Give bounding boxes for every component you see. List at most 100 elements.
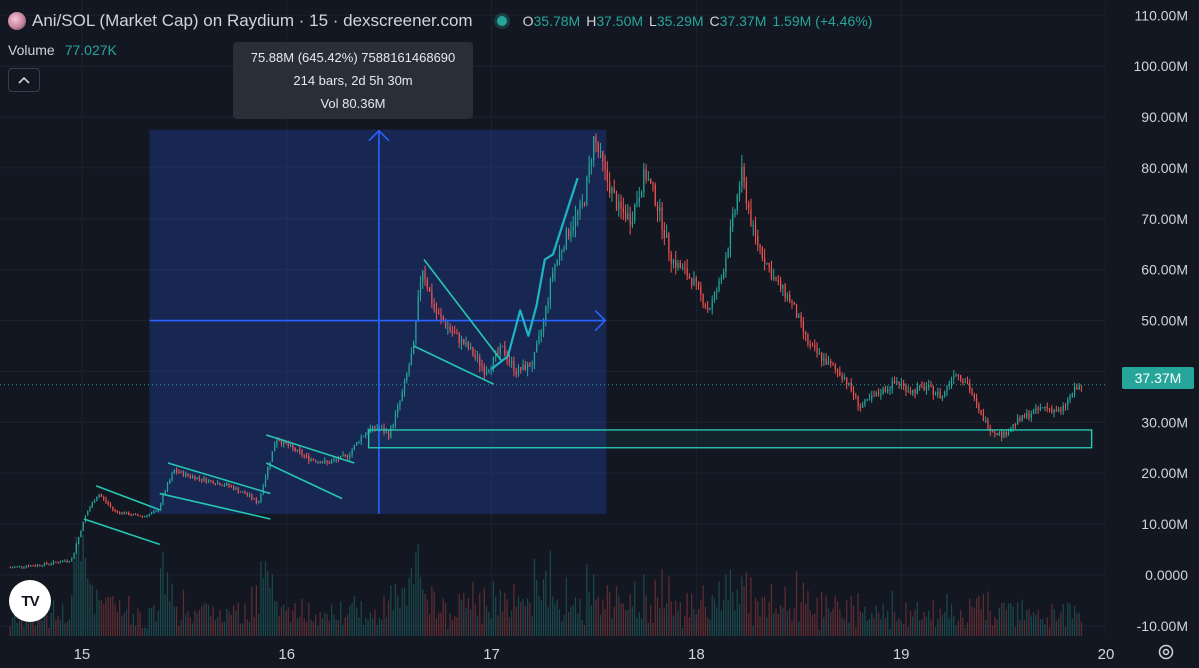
flag1-lower-line[interactable] bbox=[83, 518, 161, 546]
candle-body bbox=[900, 383, 902, 385]
candle-body bbox=[531, 365, 533, 367]
candle-body bbox=[709, 309, 711, 311]
candle-body bbox=[14, 566, 16, 568]
flag2-upper-line[interactable] bbox=[167, 462, 271, 495]
candle-body bbox=[333, 459, 335, 461]
volume-bar bbox=[21, 606, 23, 636]
candle-body bbox=[805, 332, 807, 335]
candle-body bbox=[852, 390, 855, 396]
volume-bar bbox=[577, 613, 579, 636]
candle-body bbox=[711, 299, 713, 310]
candle-body bbox=[116, 511, 118, 513]
volume-bar bbox=[444, 602, 447, 636]
flag1-upper-line[interactable] bbox=[95, 485, 161, 511]
candle-body bbox=[169, 480, 171, 484]
candle-body bbox=[893, 381, 896, 384]
volume-bar bbox=[305, 621, 308, 636]
candle-body bbox=[779, 280, 782, 289]
candle-body bbox=[449, 327, 451, 331]
volume-bar bbox=[709, 619, 711, 636]
volume-bar bbox=[385, 616, 387, 636]
volume-bar bbox=[661, 569, 663, 636]
candle-body bbox=[631, 220, 634, 225]
volume-bar bbox=[103, 603, 105, 636]
volume-bar bbox=[239, 623, 242, 636]
volume-bar bbox=[627, 610, 629, 636]
volume-bar bbox=[745, 572, 748, 636]
candle-body bbox=[855, 395, 857, 397]
wedge-upper-line[interactable] bbox=[423, 259, 503, 362]
volume-bar bbox=[957, 620, 959, 636]
flag3-lower-line[interactable] bbox=[265, 462, 343, 500]
candle-body bbox=[946, 385, 948, 393]
volume-bar bbox=[966, 622, 969, 636]
candle-body bbox=[349, 454, 351, 458]
volume-bar bbox=[460, 600, 463, 636]
candle-body bbox=[944, 392, 946, 396]
volume-bar bbox=[672, 615, 675, 636]
x-tick-label: 19 bbox=[893, 646, 910, 663]
candle-body bbox=[340, 455, 342, 460]
volume-bar bbox=[39, 618, 41, 636]
candle-body bbox=[570, 230, 572, 237]
collapse-legend-button[interactable] bbox=[8, 68, 40, 92]
volume-bar bbox=[442, 598, 444, 636]
volume-bar bbox=[406, 605, 408, 636]
volume-bar bbox=[456, 617, 458, 636]
candle-body bbox=[1001, 431, 1003, 437]
price-axis[interactable] bbox=[1106, 0, 1199, 668]
candle-body bbox=[964, 382, 966, 384]
candle-body bbox=[675, 260, 677, 268]
candle-body bbox=[716, 290, 718, 293]
candle-body bbox=[424, 270, 426, 280]
candle-body bbox=[401, 391, 403, 401]
candle-body bbox=[1051, 408, 1053, 413]
candle-body bbox=[820, 353, 823, 361]
volume-bar bbox=[362, 624, 365, 636]
projected-path-line[interactable] bbox=[490, 177, 579, 370]
candle-body bbox=[873, 395, 875, 397]
candle-body bbox=[928, 385, 930, 388]
volume-bar bbox=[155, 621, 157, 636]
candle-body bbox=[547, 300, 549, 307]
volume-bar bbox=[242, 623, 244, 636]
volume-bar bbox=[273, 600, 276, 636]
candle-body bbox=[109, 504, 112, 507]
volume-bar bbox=[918, 620, 921, 636]
volume-bar bbox=[1014, 627, 1016, 636]
candle-body bbox=[677, 262, 679, 268]
candle-body bbox=[529, 363, 531, 367]
volume-bar bbox=[376, 624, 378, 636]
volume-bar bbox=[912, 616, 914, 636]
candle-body bbox=[376, 428, 378, 430]
candle-body bbox=[25, 566, 27, 568]
gear-icon[interactable] bbox=[1157, 643, 1175, 661]
volume-bar bbox=[877, 612, 880, 636]
candle-body bbox=[280, 440, 283, 444]
candle-body bbox=[66, 560, 68, 562]
support-zone-box[interactable] bbox=[367, 429, 1093, 449]
candle-body bbox=[406, 373, 408, 381]
flag3-upper-line[interactable] bbox=[266, 434, 355, 464]
candle-body bbox=[264, 477, 267, 487]
volume-bar bbox=[390, 585, 392, 636]
wedge-lower-line[interactable] bbox=[413, 345, 494, 385]
volume-bar bbox=[399, 607, 401, 636]
volume-bar bbox=[1035, 615, 1037, 636]
candle-body bbox=[82, 522, 84, 531]
volume-bar bbox=[342, 624, 344, 636]
volume-bar bbox=[383, 595, 385, 636]
candle-body bbox=[834, 365, 836, 369]
volume-bar bbox=[647, 622, 650, 636]
candle-body bbox=[918, 385, 921, 388]
volume-bar bbox=[517, 596, 520, 636]
volume-bar bbox=[1007, 603, 1010, 636]
flag2-lower-line[interactable] bbox=[159, 492, 271, 520]
candle-body bbox=[948, 383, 950, 386]
tradingview-logo-icon[interactable]: TV bbox=[9, 580, 51, 622]
volume-bar bbox=[89, 583, 91, 636]
candle-body bbox=[665, 233, 668, 238]
volume-bar bbox=[301, 598, 303, 636]
candle-body bbox=[953, 376, 955, 379]
